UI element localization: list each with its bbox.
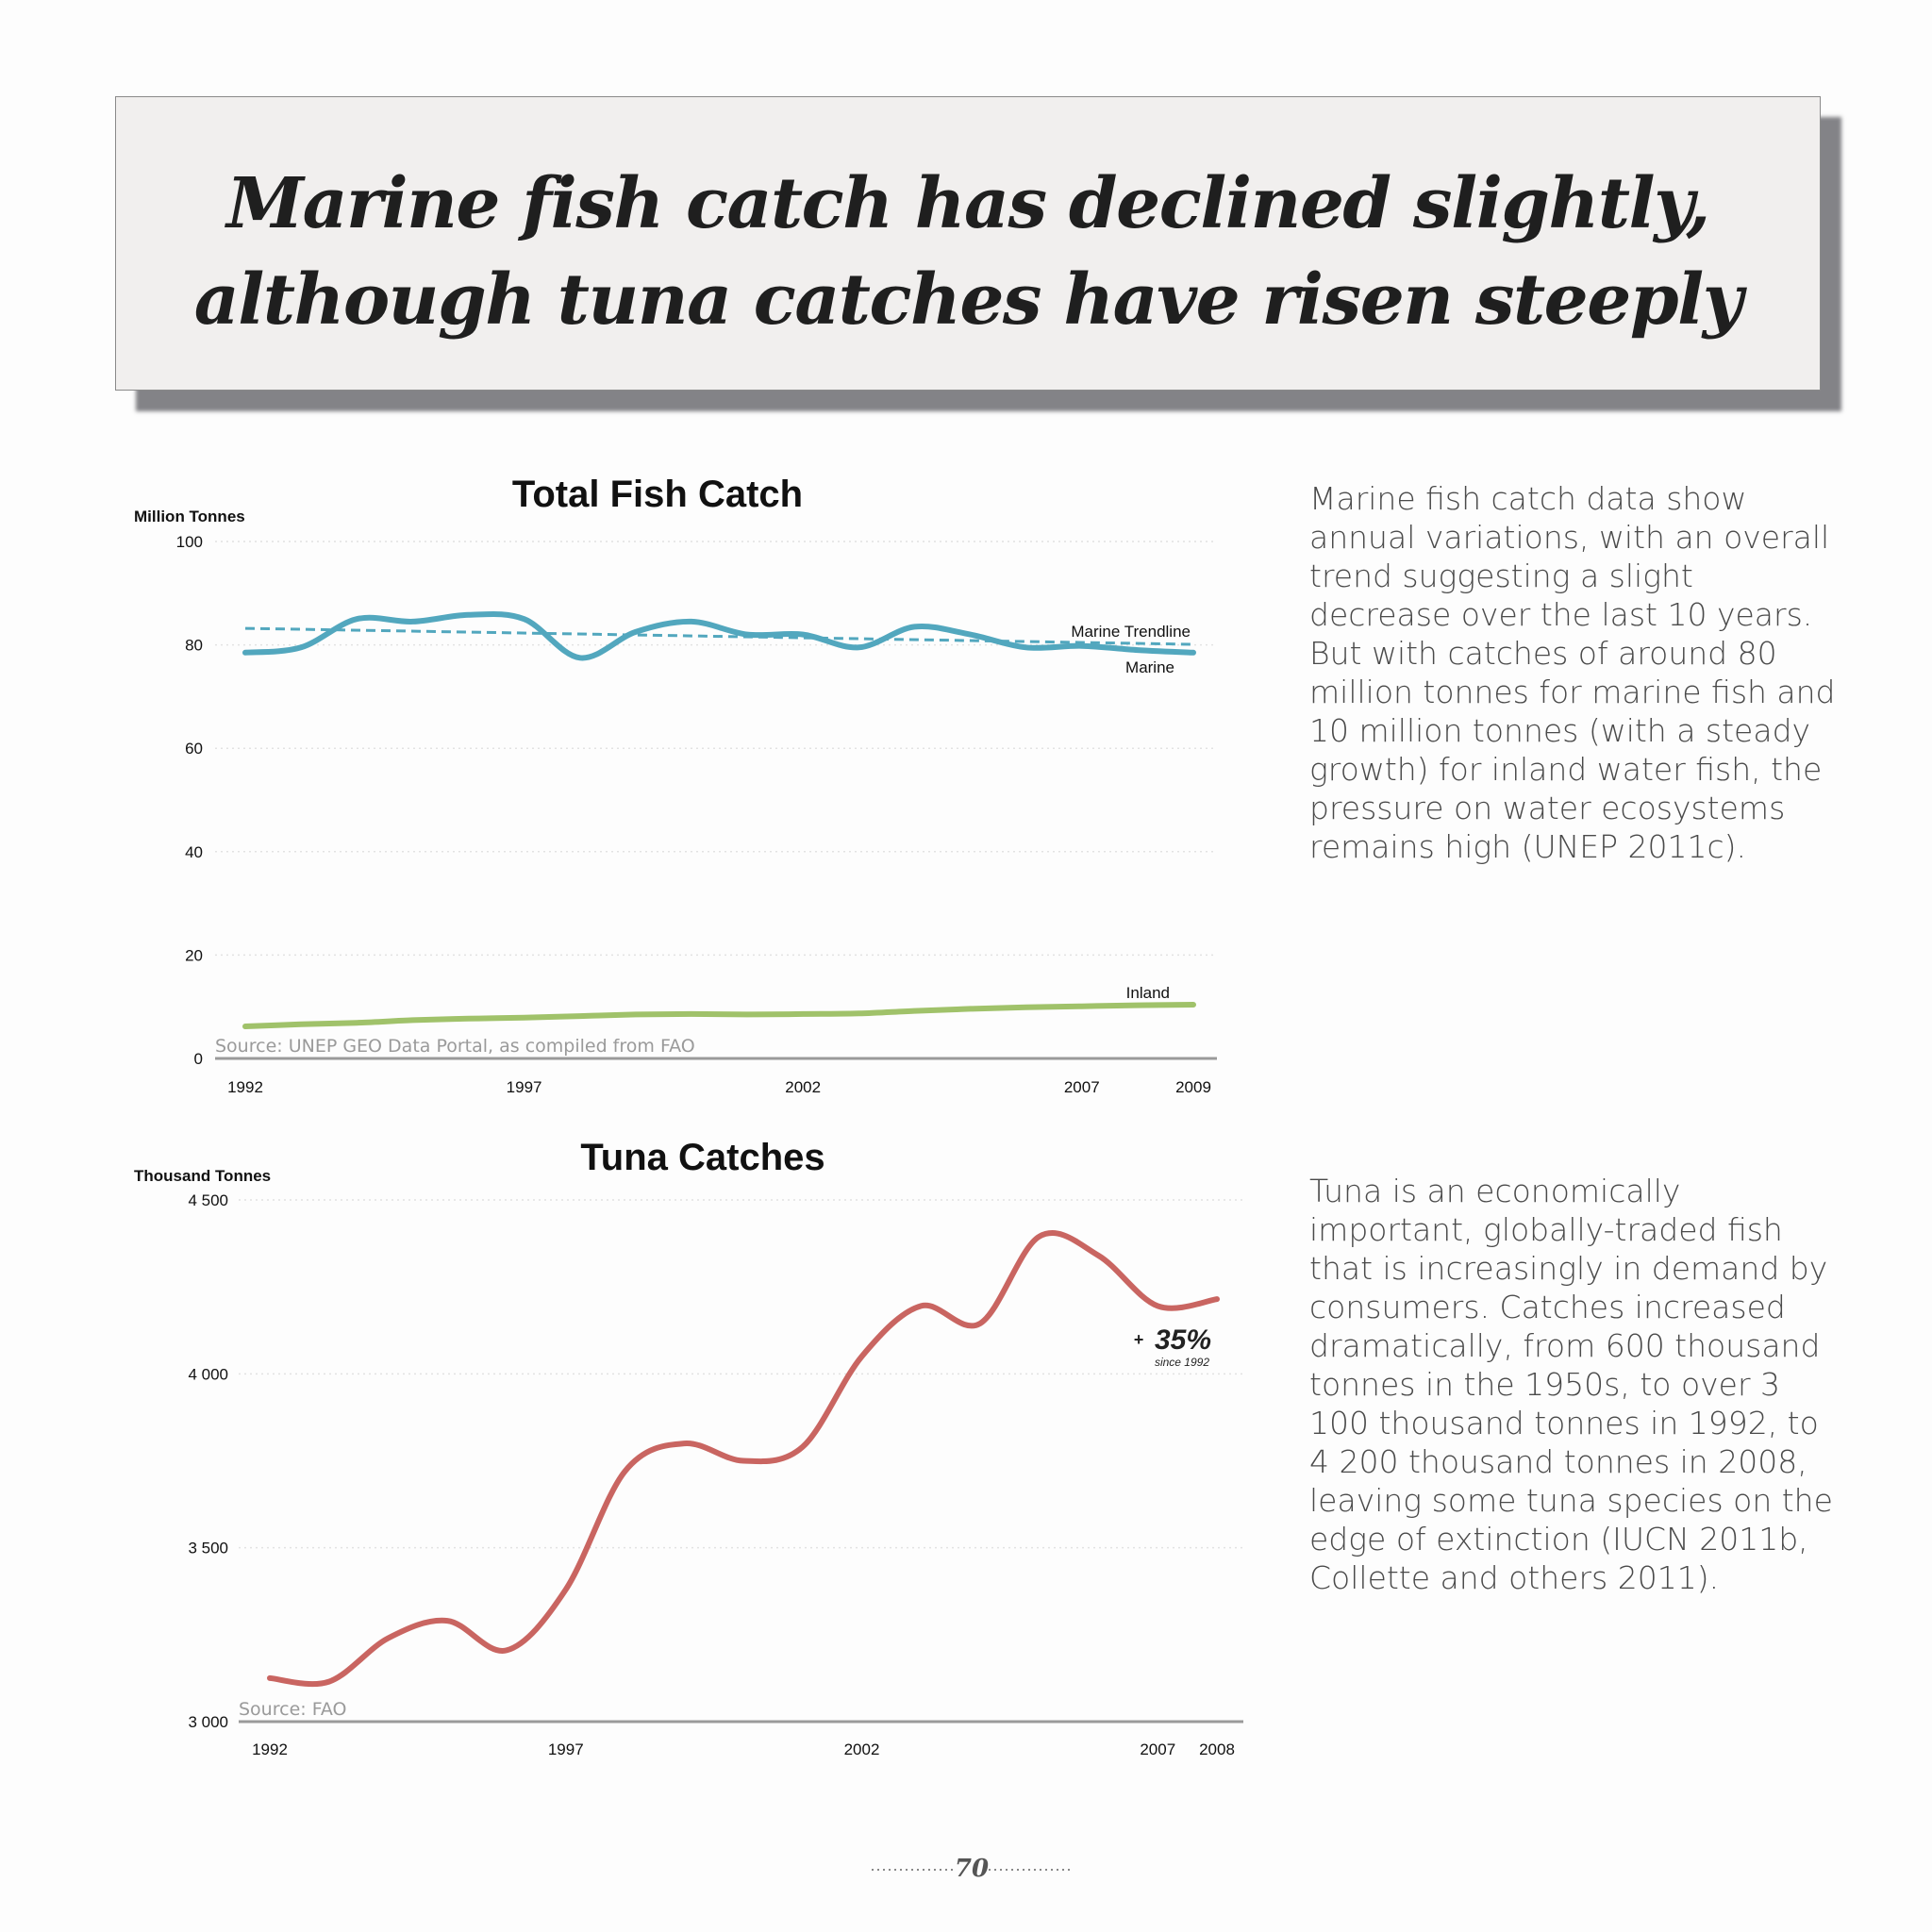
chart-title: Tuna Catches [580, 1137, 824, 1178]
y-tick-label: 40 [185, 843, 203, 861]
y-axis-label: Thousand Tonnes [134, 1167, 271, 1185]
annotation-sign: + [1133, 1330, 1143, 1349]
page-number: 70 [955, 1855, 989, 1883]
series-label: Marine Trendline [1071, 623, 1191, 641]
y-tick-label: 60 [185, 740, 203, 758]
x-tick-label: 1997 [548, 1740, 584, 1758]
source-note: Source: UNEP GEO Data Portal, as compile… [215, 1036, 695, 1057]
x-tick-label: 2002 [844, 1740, 880, 1758]
x-tick-label: 2009 [1175, 1078, 1211, 1096]
x-tick-label: 2002 [785, 1078, 821, 1096]
fish-catch-description: Marine fish catch data show annual varia… [1309, 480, 1836, 865]
series-label: Inland [1126, 984, 1170, 1002]
y-tick-label: 80 [185, 637, 203, 655]
y-tick-label: 3 000 [188, 1713, 228, 1731]
chart-title: Total Fish Catch [512, 474, 803, 515]
page-number-folio: 70 [872, 1855, 1072, 1883]
y-axis-label: Million Tonnes [134, 508, 245, 525]
annotation-value: 35% [1155, 1324, 1211, 1356]
tuna-catches-chart: Tuna Catches Thousand Tonnes 3 000 3 500 4 0… [134, 1137, 1243, 1758]
y-tick-label: 20 [185, 946, 203, 964]
series-line-inland [242, 1002, 1196, 1029]
x-tick-label: 2007 [1140, 1740, 1175, 1758]
total-fish-catch-chart: Total Fish Catch Million Tonnes 0 20 40 60 80 1… [134, 474, 1217, 1096]
headline-line-2: although tuna catches have risen steeply [193, 259, 1743, 341]
series-line-trendline [244, 626, 1194, 646]
x-tick-label: 1992 [252, 1740, 288, 1758]
y-tick-label: 4 500 [188, 1191, 228, 1209]
series-line-tuna [267, 1230, 1220, 1688]
source-note: Source: FAO [239, 1699, 347, 1720]
x-tick-label: 2008 [1199, 1740, 1235, 1758]
x-tick-label: 2007 [1064, 1078, 1100, 1096]
headline-banner: Marine fish catch has declined slightly,… [115, 96, 1821, 391]
x-tick-label: 1992 [227, 1078, 263, 1096]
headline-line-1: Marine fish catch has declined slightly, [226, 163, 1710, 244]
series-label: Marine [1125, 658, 1174, 676]
y-tick-label: 0 [194, 1050, 203, 1068]
y-tick-label: 4 000 [188, 1365, 228, 1383]
y-tick-label: 3 500 [188, 1540, 228, 1557]
x-tick-label: 1997 [507, 1078, 542, 1096]
annotation-note: since 1992 [1155, 1356, 1209, 1369]
y-tick-label: 100 [176, 533, 203, 551]
series-line-marine [242, 611, 1196, 661]
tuna-description: Tuna is an economically important, globa… [1309, 1173, 1833, 1596]
